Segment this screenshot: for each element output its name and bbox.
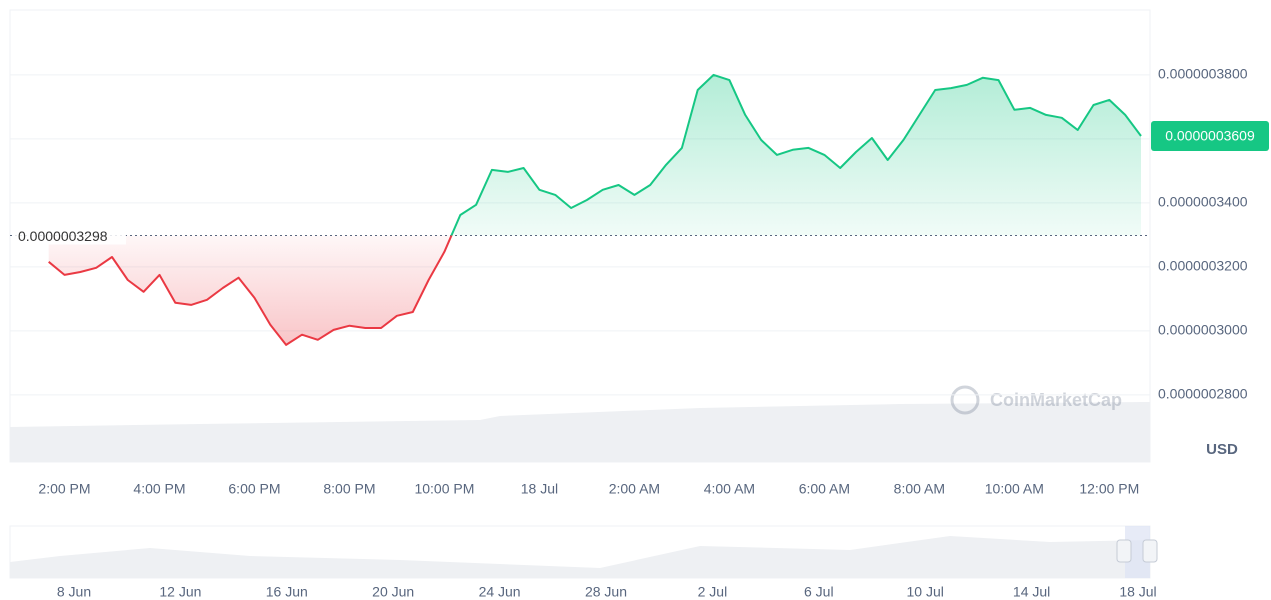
y-tick-label: 0.0000003200 bbox=[1158, 258, 1248, 274]
baseline-label-bg bbox=[14, 224, 126, 245]
navigator-handle[interactable] bbox=[1142, 539, 1158, 563]
watermark-text: CoinMarketCap bbox=[990, 390, 1122, 410]
navigator-label: 12 Jun bbox=[159, 584, 201, 600]
x-tick-label: 6:00 AM bbox=[799, 481, 850, 497]
navigator-label: 18 Jul bbox=[1119, 584, 1156, 600]
y-tick-label: 0.0000003400 bbox=[1158, 194, 1248, 210]
navigator-label: 10 Jul bbox=[907, 584, 944, 600]
x-tick-label: 4:00 AM bbox=[704, 481, 755, 497]
price-tag-label: 0.0000003609 bbox=[1165, 128, 1255, 144]
navigator-label: 16 Jun bbox=[266, 584, 308, 600]
navigator-label: 28 Jun bbox=[585, 584, 627, 600]
x-tick-label: 18 Jul bbox=[521, 481, 558, 497]
volume-area bbox=[10, 402, 1150, 462]
x-tick-label: 6:00 PM bbox=[228, 481, 280, 497]
unit-label: USD bbox=[1206, 441, 1238, 458]
price-tag bbox=[1151, 121, 1269, 152]
navigator-handle[interactable] bbox=[1116, 539, 1132, 563]
x-tick-label: 2:00 PM bbox=[38, 481, 90, 497]
y-tick-label: 0.0000003800 bbox=[1158, 66, 1248, 82]
price-line bbox=[48, 73, 1142, 346]
x-tick-label: 8:00 PM bbox=[323, 481, 375, 497]
y-tick-label: 0.0000003000 bbox=[1158, 322, 1248, 338]
x-tick-label: 10:00 AM bbox=[985, 481, 1044, 497]
navigator-label: 14 Jul bbox=[1013, 584, 1050, 600]
x-tick-label: 12:00 PM bbox=[1079, 481, 1139, 497]
x-tick-label: 4:00 PM bbox=[133, 481, 185, 497]
navigator-label: 2 Jul bbox=[698, 584, 728, 600]
x-tick-label: 2:00 AM bbox=[609, 481, 660, 497]
x-tick-label: 8:00 AM bbox=[894, 481, 945, 497]
price-area bbox=[48, 74, 1141, 345]
baseline-label: 0.0000003298 bbox=[18, 228, 108, 244]
navigator-label: 24 Jun bbox=[479, 584, 521, 600]
x-tick-label: 10:00 PM bbox=[414, 481, 474, 497]
y-tick-label: 0.0000002800 bbox=[1158, 386, 1248, 402]
navigator-label: 8 Jun bbox=[57, 584, 91, 600]
navigator-area bbox=[10, 536, 1150, 578]
navigator-label: 20 Jun bbox=[372, 584, 414, 600]
navigator-label: 6 Jul bbox=[804, 584, 834, 600]
